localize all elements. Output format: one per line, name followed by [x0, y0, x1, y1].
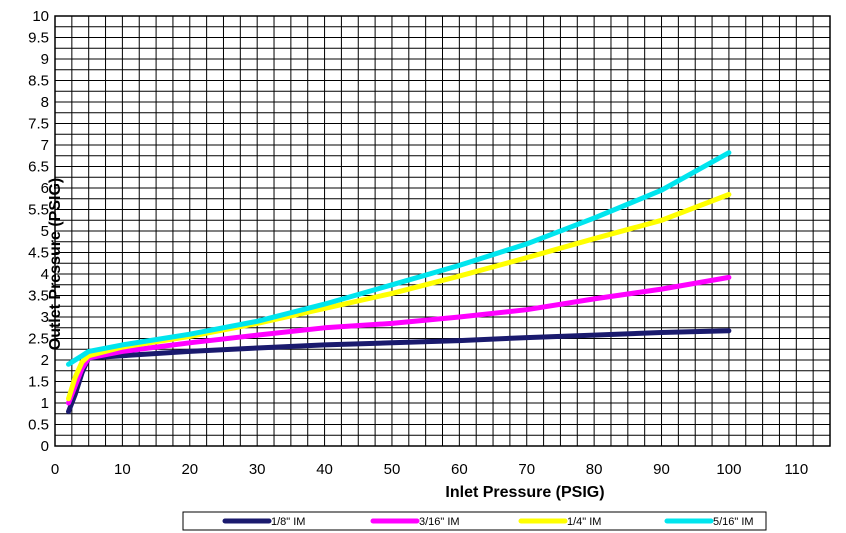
- y-tick-label: 7: [41, 137, 49, 154]
- y-tick-label: 1: [41, 395, 49, 412]
- series-layer: [66, 150, 732, 415]
- y-tick-label: 0.5: [28, 417, 49, 434]
- y-tick-label: 3.5: [28, 288, 49, 305]
- y-tick-label: 3: [41, 309, 49, 326]
- x-tick-label: 100: [716, 461, 741, 478]
- legend-box: [182, 511, 767, 531]
- y-tick-label: 9.5: [28, 30, 49, 47]
- y-tick-label: 4.5: [28, 245, 49, 262]
- x-tick-label: 10: [114, 461, 131, 478]
- legend-label: 1/8" IM: [271, 516, 305, 528]
- grid: [54, 15, 831, 447]
- series-line: [66, 150, 732, 367]
- y-tick-label: 9: [41, 51, 49, 68]
- y-axis-label: Outlet Pressure (PSIG): [47, 178, 64, 351]
- y-tick-label: 5: [41, 223, 49, 240]
- legend-label: 1/4" IM: [567, 516, 601, 528]
- y-tick-label: 1.5: [28, 374, 49, 391]
- series-line: [66, 274, 732, 406]
- x-tick-label: 30: [249, 461, 266, 478]
- legend: 1/8" IM 3/16" IM 1/4" IM 5/16" IM: [182, 511, 767, 531]
- x-tick-label: 50: [384, 461, 401, 478]
- plot-frame: [54, 15, 831, 447]
- y-tick-label: 2: [41, 352, 49, 369]
- y-tick-label: 6.5: [28, 159, 49, 176]
- y-axis-ticks: 0 0.5 1 1.5 2 2.5 3 3.5 4 4.5 5 5.5 6 6.5 7 7.5 8 8.5 9 9.5…: [28, 8, 49, 455]
- y-tick-label: 8.5: [28, 73, 49, 90]
- y-tick-label: 8: [41, 94, 49, 111]
- x-axis-ticks: 0 10 20 30 40 50 60 70 80 90 100 110: [51, 461, 808, 478]
- x-tick-label: 80: [586, 461, 603, 478]
- y-tick-label: 4: [41, 266, 49, 283]
- y-tick-label: 2.5: [28, 331, 49, 348]
- x-axis-label: Inlet Pressure (PSIG): [445, 484, 604, 501]
- y-tick-label: 6: [41, 180, 49, 197]
- y-tick-label: 10: [32, 8, 49, 25]
- x-tick-label: 60: [451, 461, 468, 478]
- legend-label: 3/16" IM: [419, 516, 460, 528]
- x-tick-label: 40: [316, 461, 333, 478]
- x-tick-label: 0: [51, 461, 59, 478]
- x-tick-label: 70: [518, 461, 535, 478]
- y-tick-label: 7.5: [28, 116, 49, 133]
- x-tick-label: 110: [784, 461, 808, 478]
- y-tick-label: 5.5: [28, 202, 49, 219]
- legend-label: 5/16" IM: [713, 516, 754, 528]
- x-tick-label: 20: [181, 461, 198, 478]
- x-tick-label: 90: [653, 461, 670, 478]
- series-line: [66, 192, 732, 402]
- y-tick-label: 0: [41, 438, 49, 455]
